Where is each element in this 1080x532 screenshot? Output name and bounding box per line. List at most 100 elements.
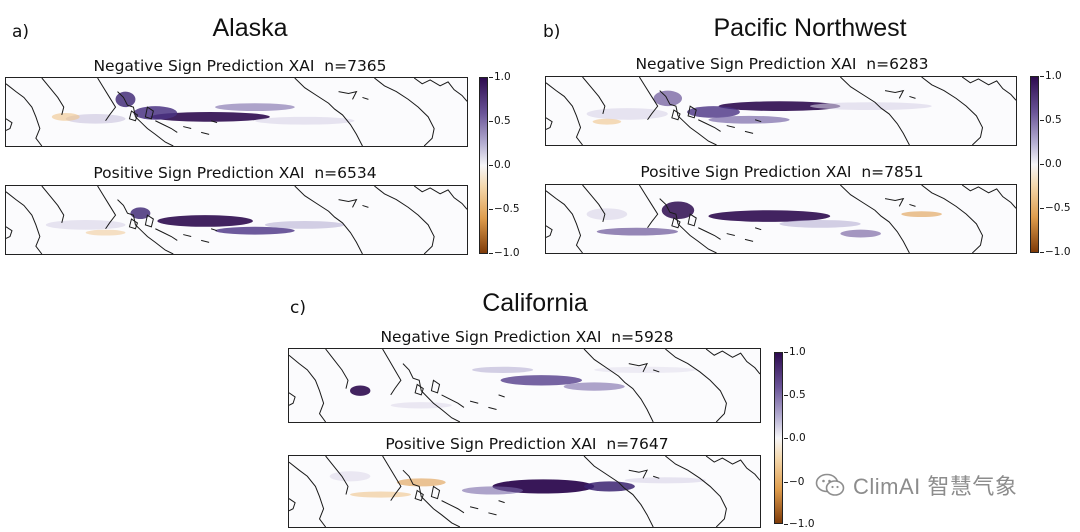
coastline	[98, 186, 116, 229]
coastline	[6, 84, 42, 146]
coastline	[470, 507, 478, 509]
coastline	[289, 355, 326, 422]
colorbar-c	[774, 352, 783, 524]
coastline	[688, 106, 696, 118]
attribution-blob	[563, 382, 625, 391]
coastline	[499, 501, 505, 503]
coastline	[295, 78, 363, 146]
colorbar-a-tick-1: 1.0	[489, 71, 511, 83]
attribution-blob	[901, 211, 942, 218]
colorbar-a-tick-5: −1.0	[489, 247, 520, 259]
coastline	[374, 78, 434, 146]
coastline	[118, 200, 174, 254]
coastline	[727, 126, 735, 128]
coastline	[326, 349, 348, 389]
coastline	[183, 127, 191, 129]
wechat-icon	[815, 473, 845, 496]
coastline	[672, 110, 680, 120]
attribution-blob	[390, 402, 452, 409]
colorbar-a-tick-2: 0.5	[489, 115, 511, 127]
coastline	[118, 92, 174, 146]
coastline	[639, 77, 657, 120]
colorbar-b-tick-2: 0.5	[1040, 114, 1062, 126]
coastline	[289, 462, 326, 527]
coastline	[155, 121, 177, 133]
panel-letter-c: c)	[290, 298, 306, 318]
attribution-blob	[461, 486, 523, 495]
coastline	[6, 227, 12, 239]
attribution-blob	[586, 108, 668, 120]
coastline	[745, 239, 753, 241]
coastline	[289, 499, 295, 511]
colorbar-b-tick-1: 1.0	[1040, 70, 1062, 82]
colorbar-b	[1030, 76, 1039, 253]
coastline	[201, 240, 209, 242]
coastline	[470, 401, 478, 403]
attribution-blob	[45, 220, 126, 230]
coastline	[499, 395, 505, 397]
attribution-blob	[254, 116, 355, 125]
panel-letter-a: a)	[12, 22, 30, 42]
coastline	[414, 186, 467, 209]
coastline	[201, 132, 209, 134]
colorbar-a-tick-4: −0.5	[489, 203, 520, 215]
coastline	[706, 349, 760, 374]
coastline	[42, 186, 64, 223]
attribution-blob	[661, 201, 695, 219]
coastline	[211, 121, 217, 123]
coastline	[546, 191, 583, 253]
colorbar-a-tick-3: 0.0	[489, 159, 511, 171]
coastline	[629, 364, 647, 372]
coastline	[326, 456, 348, 495]
coastline	[840, 77, 909, 145]
coastline	[42, 78, 64, 115]
coastline	[362, 97, 368, 99]
subtitle-a-positive: Positive Sign Prediction XAI n=6534	[93, 164, 377, 182]
attribution-blob	[594, 366, 696, 373]
coastline	[211, 229, 217, 231]
coastline	[289, 393, 295, 406]
coastline	[488, 407, 496, 409]
heatmap-b-negative	[545, 76, 1017, 146]
coastline	[145, 107, 153, 119]
coastline	[688, 214, 696, 226]
coastline	[362, 205, 368, 207]
coastline	[727, 234, 735, 236]
subtitle-c-negative: Negative Sign Prediction XAI n=5928	[380, 328, 674, 346]
attribution-blob	[150, 112, 270, 122]
coastline	[885, 199, 903, 207]
coastline	[442, 395, 464, 408]
coastline	[339, 200, 357, 208]
coastline	[155, 229, 177, 241]
attribution-blob	[133, 106, 178, 120]
coastline	[962, 185, 1016, 208]
attribution-blob	[708, 210, 831, 222]
coastline	[295, 186, 363, 254]
coastline	[909, 204, 915, 206]
coastline	[415, 490, 423, 500]
colorbar-b-tick-3: 0.0	[1040, 158, 1062, 170]
coastline	[339, 92, 357, 100]
coastline	[909, 96, 915, 98]
watermark-text: ClimAI 智慧气象	[853, 474, 1018, 499]
attribution-blob	[350, 491, 412, 498]
colorbar-c-tick-1: 1.0	[784, 346, 806, 358]
coastline	[414, 78, 467, 101]
coastline	[672, 218, 680, 228]
coastline	[639, 185, 657, 228]
coastline	[546, 118, 552, 130]
coastline	[922, 185, 983, 253]
attribution-blob	[779, 219, 861, 228]
subtitle-b-positive: Positive Sign Prediction XAI n=7851	[640, 163, 924, 181]
colorbar-c-tick-5: −1.0	[784, 518, 815, 530]
subtitle-c-positive: Positive Sign Prediction XAI n=7647	[385, 435, 669, 453]
heatmap-b-positive	[545, 184, 1017, 254]
coastline	[129, 219, 137, 229]
attribution-blob	[51, 112, 80, 121]
coastline	[374, 186, 434, 254]
coastline	[6, 119, 12, 131]
coastline	[706, 456, 760, 480]
attribution-blob	[584, 481, 635, 492]
coastline	[665, 456, 726, 527]
region-title-california: California	[482, 289, 588, 317]
